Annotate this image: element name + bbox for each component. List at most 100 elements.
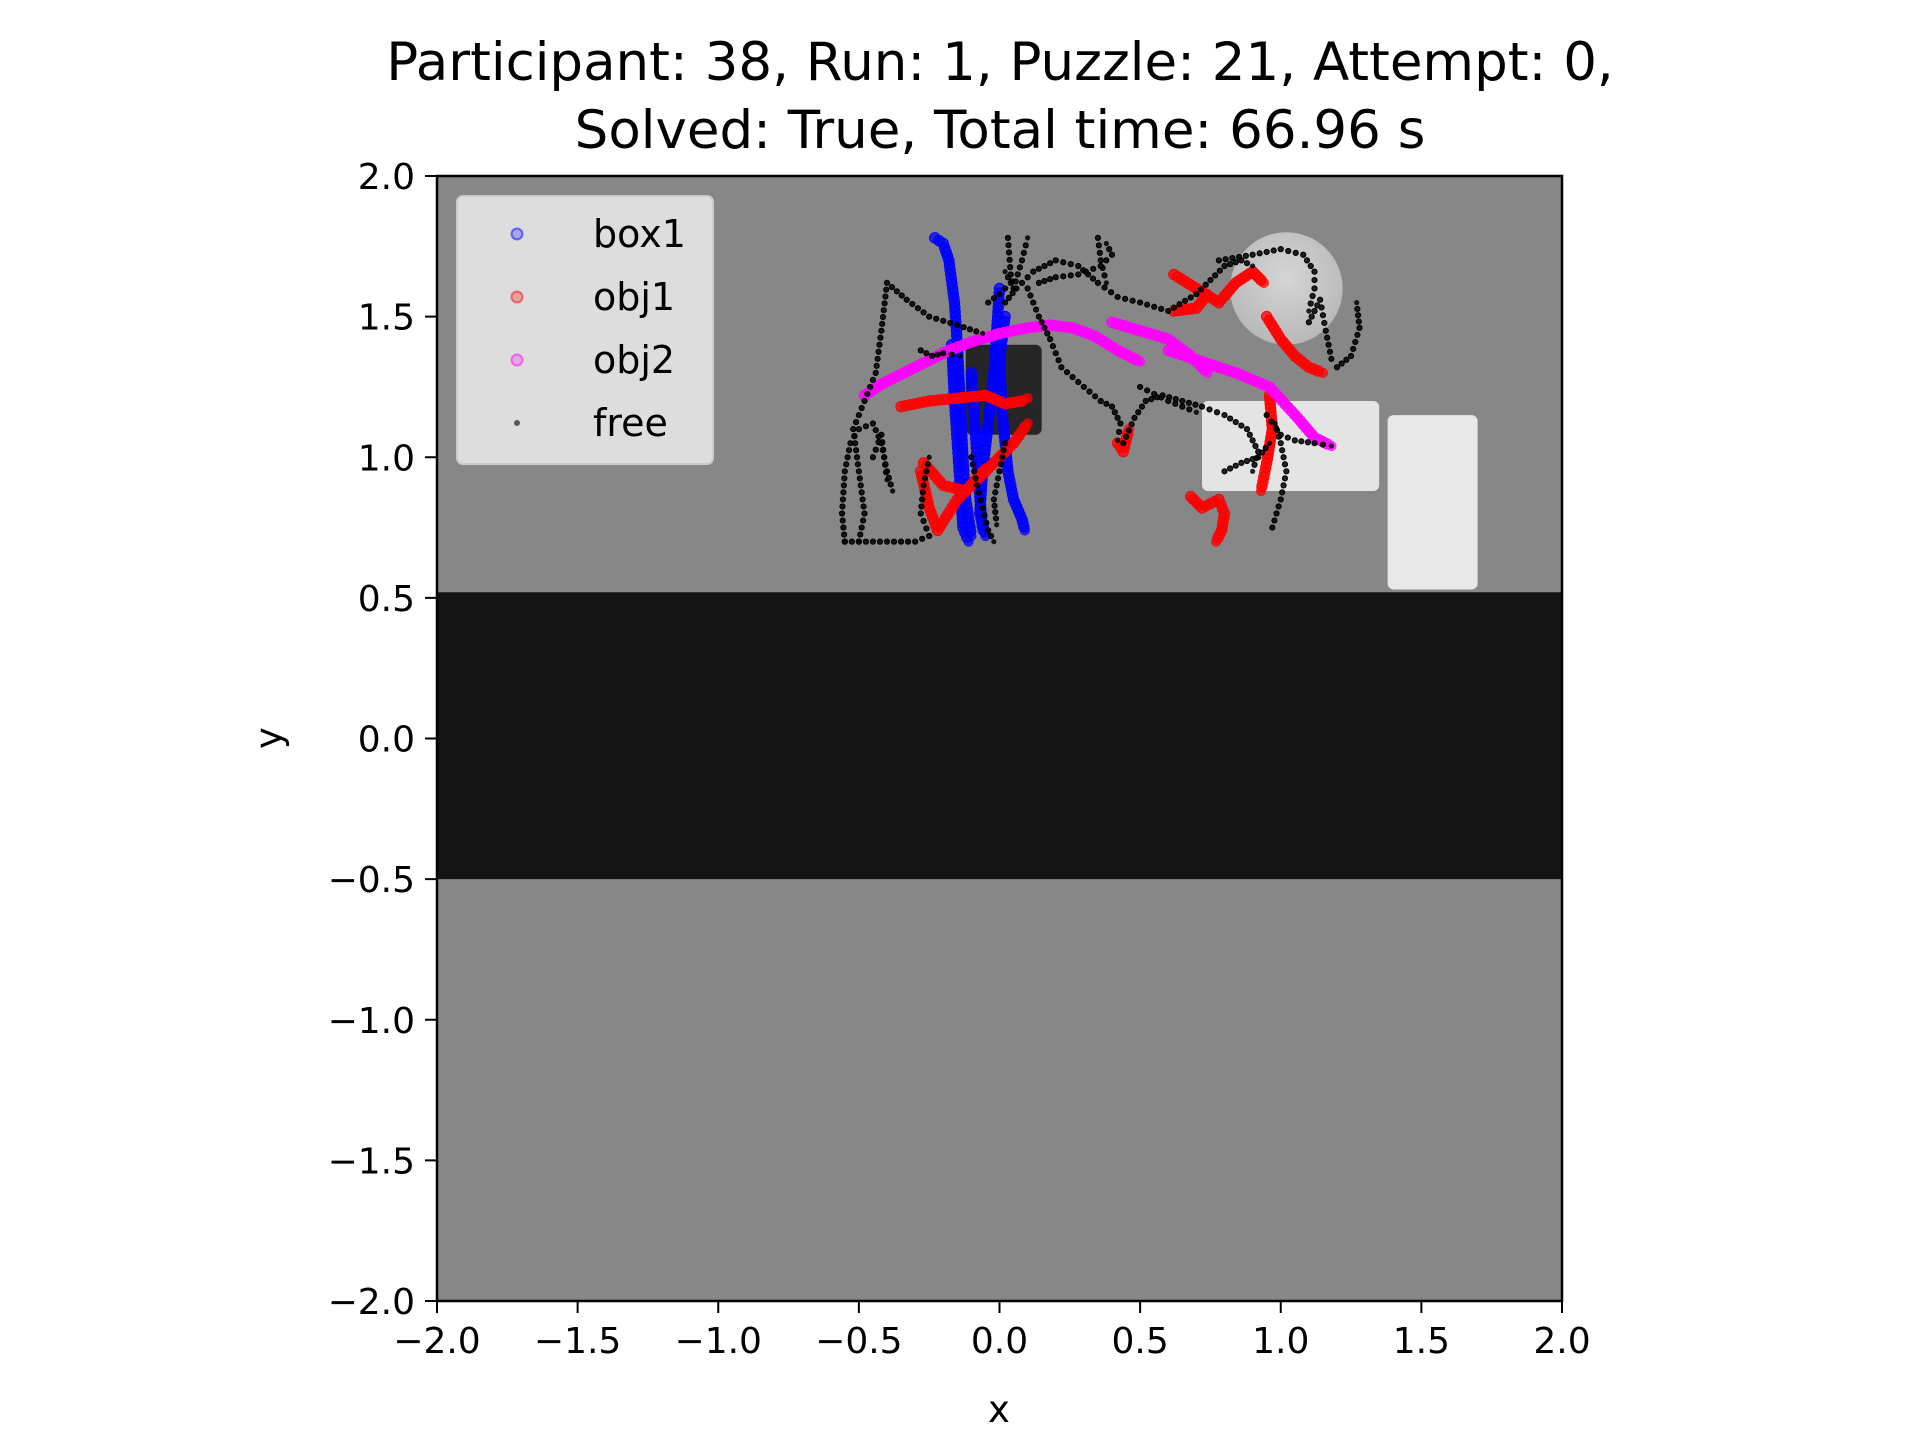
free-point [1016,264,1023,271]
free-point [920,482,927,489]
y-tick-label: 1.5 [358,298,415,339]
legend-marker-box1 [510,227,524,241]
obj1-point [980,463,991,474]
free-point [1266,440,1273,446]
free-point [1101,284,1108,291]
legend-label-obj1: obj1 [593,275,675,319]
free-point [1148,396,1155,403]
free-point [1207,276,1214,284]
free-point [1352,338,1359,346]
free-point [854,461,862,468]
free-point [1356,324,1363,331]
legend-marker-obj1 [510,290,524,304]
free-point [1142,397,1149,405]
free-point [1273,426,1281,434]
free-point [1060,273,1067,280]
free-point [1044,330,1051,337]
free-point [1097,397,1104,405]
free-point [1005,249,1013,256]
free-point [980,330,986,337]
free-point [1187,294,1194,301]
obj1-point [1210,536,1222,547]
free-point [1038,319,1045,326]
free-point [1275,433,1282,440]
free-point [983,519,990,526]
free-point [1263,411,1270,419]
free-point [993,482,1000,489]
free-point [991,502,998,509]
legend-marker-free [514,420,520,426]
free-point [844,454,851,461]
free-point [855,538,862,545]
free-point [1055,357,1062,364]
free-point [872,369,879,376]
free-point [1186,406,1193,413]
y-tick-label: 0.5 [358,579,415,620]
free-point [1058,364,1065,371]
free-point [897,538,905,545]
free-point [1212,272,1219,279]
free-point [985,527,992,534]
free-point [1307,262,1314,270]
free-point [1250,263,1256,269]
free-point [919,489,926,496]
free-point [845,447,853,454]
free-point [1035,265,1042,272]
free-point [969,461,976,468]
x-tick-label: −2.0 [393,1321,480,1362]
free-point [921,475,929,482]
free-point [1198,403,1206,410]
free-point [1092,393,1099,400]
free-point [1279,447,1286,454]
free-point [919,496,926,503]
free-point [858,404,865,412]
free-point [1280,454,1287,461]
free-point [1322,327,1329,334]
free-point [947,319,954,327]
free-point [848,538,855,545]
free-point [874,355,881,362]
free-point [1256,250,1263,257]
free-point [857,482,864,489]
free-point [841,531,848,538]
free-point [1318,304,1325,311]
x-tick-label: 2.0 [1533,1321,1590,1362]
legend-label-box1: box1 [593,212,686,256]
free-point [917,347,924,354]
free-point [1347,352,1355,360]
free-point [924,461,931,468]
free-point [1063,369,1071,376]
free-point [954,321,961,329]
free-point [1030,268,1037,275]
free-point [1010,285,1017,292]
free-point [973,482,981,489]
free-point [872,426,879,434]
free-point [887,481,894,488]
free-point [1004,274,1012,281]
free-point [920,517,927,525]
free-point [877,334,884,341]
free-point [873,362,880,369]
free-point [1238,422,1245,429]
free-point [881,300,888,307]
free-point [1311,268,1318,275]
free-point [882,293,889,300]
free-point [1277,440,1284,447]
free-point [994,522,1000,528]
free-point [1281,475,1289,482]
free-point [1114,293,1121,301]
free-point [1151,303,1158,310]
free-point [883,286,890,293]
free-point [1222,256,1229,263]
free-point [1103,257,1110,264]
free-point [966,326,974,333]
free-point [1284,434,1291,441]
free-point [1114,414,1121,421]
free-point [1002,440,1009,447]
free-point [1165,397,1172,405]
free-point [1243,426,1251,433]
x-tick-label: 1.0 [1252,1321,1309,1362]
free-point [909,300,916,308]
free-point [1206,406,1213,413]
free-point [926,532,933,540]
